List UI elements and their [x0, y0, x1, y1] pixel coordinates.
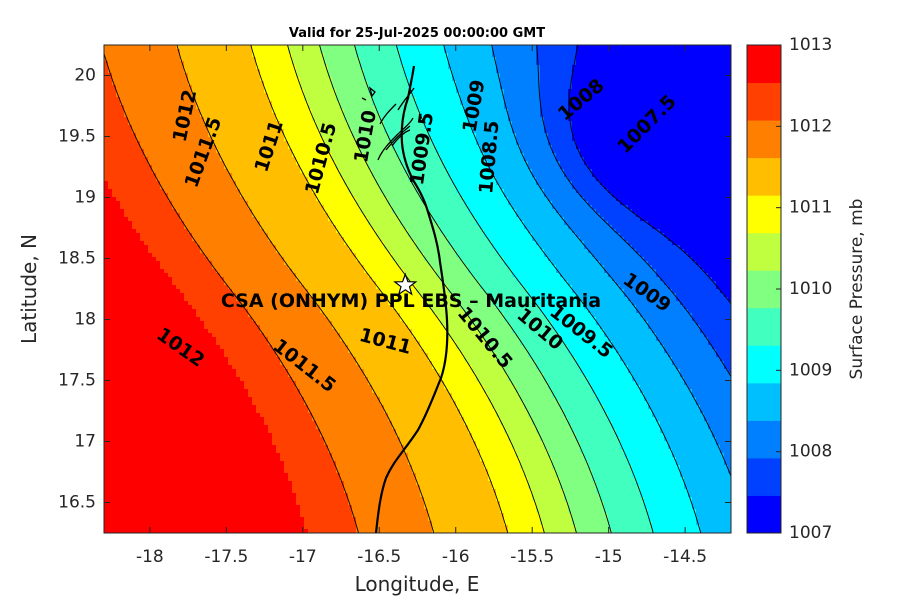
x-tick-label: -15	[595, 547, 623, 567]
isobar-1010.5	[319, 45, 577, 533]
colorbar-swatch	[747, 82, 781, 121]
station-label: CSA (ONHYM) PPL EBS – Mauritania	[221, 290, 601, 312]
station-marker	[393, 272, 418, 296]
colorbar-swatch	[747, 157, 781, 196]
colorbar-swatch	[747, 382, 781, 421]
y-tick-label: 18.5	[58, 249, 96, 269]
isobar-1011.5	[250, 45, 509, 533]
isobar-1012	[176, 45, 435, 533]
isobar-1008	[536, 45, 731, 378]
isobar-1010	[354, 45, 612, 533]
colorbar-tick-label: 1009	[789, 360, 832, 380]
y-tick-label: 19.5	[58, 127, 96, 147]
x-tick-label: -15.5	[510, 547, 554, 567]
isobar-1009.5	[395, 45, 654, 533]
isobar-1007.5	[568, 45, 731, 305]
x-axis-label: Longitude, E	[355, 572, 480, 596]
x-tick-label: -16	[442, 547, 470, 567]
colorbar	[746, 44, 782, 534]
chart-title: Valid for 25-Jul-2025 00:00:00 GMT	[289, 26, 545, 41]
colorbar-swatch	[747, 195, 781, 234]
plot-area	[104, 45, 731, 533]
plot-frame	[103, 44, 732, 534]
colorbar-ticks: 1007 1008 1009 1010 1011 1012 1013	[776, 35, 832, 543]
colorbar-swatch	[747, 420, 781, 459]
colorbar-tick-label: 1012	[789, 116, 832, 136]
y-axis-ticks: 16.5 17 17.5 18 18.5 19 19.5 20	[58, 66, 731, 513]
pressure-fill	[104, 45, 731, 533]
y-tick-label: 20	[74, 66, 96, 86]
colorbar-tick-label: 1011	[789, 198, 832, 218]
colorbar-swatch	[747, 457, 781, 496]
x-tick-label: -14.5	[663, 547, 707, 567]
y-tick-label: 18	[74, 310, 96, 330]
x-tick-label: -18	[136, 547, 164, 567]
colorbar-swatch	[747, 232, 781, 271]
isobar-1011	[287, 45, 545, 533]
coastal-islands	[361, 86, 415, 161]
colorbar-swatch	[747, 495, 781, 534]
colorbar-swatch	[747, 45, 781, 84]
colorbar-swatch	[747, 120, 781, 159]
isobar-lines	[104, 45, 731, 533]
isobar-1008.5	[491, 45, 731, 478]
colorbar-tick-label: 1007	[789, 523, 832, 543]
colorbar-tick-label: 1010	[789, 279, 832, 299]
x-tick-label: -17	[289, 547, 317, 567]
y-tick-label: 19	[74, 188, 96, 208]
y-axis-label: Latitude, N	[17, 234, 41, 344]
colorbar-label: Surface Pressure, mb	[847, 199, 867, 380]
colorbar-swatch	[747, 270, 781, 309]
x-axis-ticks: -18 -17.5 -17 -16.5 -16 -15.5 -15 -14.5	[136, 45, 707, 567]
x-tick-label: -17.5	[204, 547, 248, 567]
y-tick-label: 17.5	[58, 371, 96, 391]
y-tick-label: 16.5	[58, 493, 96, 513]
y-tick-label: 17	[74, 432, 96, 452]
isobar-1009	[443, 45, 702, 533]
colorbar-tick-label: 1013	[789, 35, 832, 55]
colorbar-tick-label: 1008	[789, 442, 832, 462]
star-icon	[393, 272, 418, 296]
colorbar-swatch	[747, 345, 781, 384]
x-tick-label: -16.5	[357, 547, 401, 567]
colorbar-swatch	[747, 307, 781, 346]
